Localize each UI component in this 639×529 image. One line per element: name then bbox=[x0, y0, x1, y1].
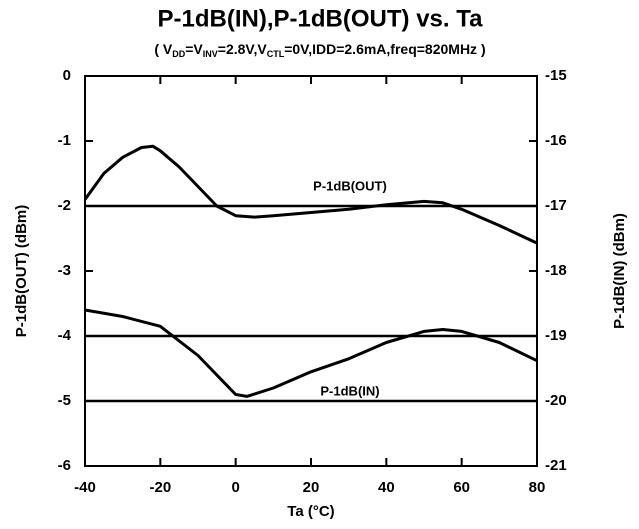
y2-tick-label: -16 bbox=[545, 132, 567, 149]
subtitle-part: =V bbox=[185, 41, 203, 57]
x-tick-label: 20 bbox=[303, 479, 320, 496]
y2-axis-label: P-1dB(IN) (dBm) bbox=[611, 213, 628, 329]
series-label: P-1dB(OUT) bbox=[313, 178, 387, 193]
subtitle-part: ( V bbox=[154, 41, 173, 57]
y-tick-label: -4 bbox=[58, 327, 72, 344]
y-tick-label: -6 bbox=[58, 457, 71, 474]
y2-tick-label: -21 bbox=[545, 457, 567, 474]
x-tick-label: -20 bbox=[149, 479, 171, 496]
x-tick-label: 0 bbox=[231, 479, 239, 496]
x-axis-label: Ta (°C) bbox=[287, 503, 334, 520]
chart-title: P-1dB(IN),P-1dB(OUT) vs. Ta bbox=[158, 5, 484, 32]
y2-tick-label: -18 bbox=[545, 262, 567, 279]
x-tick-label: 80 bbox=[529, 479, 546, 496]
x-tick-label: -40 bbox=[74, 479, 96, 496]
plot-frame bbox=[84, 75, 538, 467]
data-line bbox=[83, 144, 538, 245]
subscript: CTL bbox=[267, 49, 285, 59]
y2-tick-label: -19 bbox=[545, 327, 567, 344]
subscript: DD bbox=[172, 49, 185, 59]
y-tick-label: -1 bbox=[58, 132, 71, 149]
chart-subtitle: ( VDD=VINV=2.8V,VCTL=0V,IDD=2.6mA,freq=8… bbox=[154, 41, 485, 60]
subtitle-part: =0V,IDD=2.6mA,freq=820MHz ) bbox=[284, 41, 485, 57]
data-line bbox=[84, 308, 538, 398]
y-tick-label: -5 bbox=[58, 392, 71, 409]
y2-tick-label: -17 bbox=[545, 197, 567, 214]
x-tick-label: 40 bbox=[378, 479, 395, 496]
subscript: INV bbox=[203, 49, 218, 59]
y-tick-label: -3 bbox=[58, 262, 71, 279]
series-label: P-1dB(IN) bbox=[320, 383, 379, 398]
y2-tick-label: -20 bbox=[545, 392, 567, 409]
y2-tick-label: -15 bbox=[545, 67, 567, 84]
x-tick-label: 60 bbox=[453, 479, 470, 496]
y-axis-label: P-1dB(OUT) (dBm) bbox=[13, 205, 30, 337]
subtitle-part: =2.8V,V bbox=[218, 41, 268, 57]
y-tick-label: -2 bbox=[58, 197, 71, 214]
y-tick-label: 0 bbox=[63, 67, 71, 84]
